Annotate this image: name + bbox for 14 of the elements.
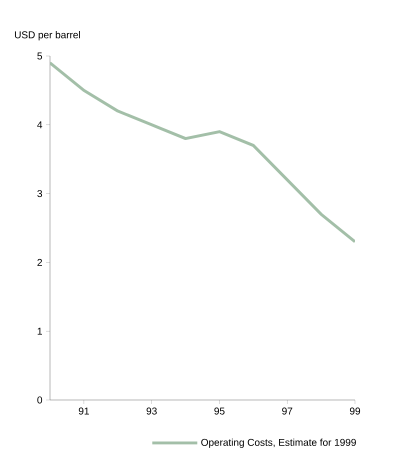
x-tick-label: 97 <box>282 408 292 415</box>
x-tick-label: 93 <box>146 408 157 415</box>
y-tick-label: 2 <box>37 258 42 266</box>
y-axis-title: USD per barrel <box>14 31 80 40</box>
y-tick-label: 5 <box>37 52 42 60</box>
legend-label: Operating Costs, Estimate for 1999 <box>201 438 356 448</box>
y-tick-label: 3 <box>37 190 42 198</box>
x-tick-label: 95 <box>214 408 225 415</box>
y-tick-label: 4 <box>37 121 42 128</box>
line-series <box>50 61 355 244</box>
y-tick-label: 0 <box>37 396 42 404</box>
x-tick-label: 99 <box>350 408 360 415</box>
y-tick-label: 1 <box>38 328 42 335</box>
x-tick-label: 91 <box>78 408 89 415</box>
